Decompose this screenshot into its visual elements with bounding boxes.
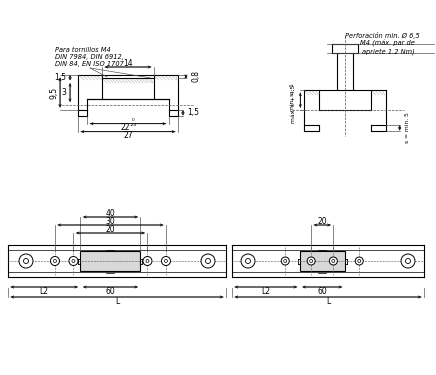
Bar [81,251,140,271]
Text: 0,8: 0,8 [192,70,201,82]
Text: 40: 40 [106,209,116,218]
Text: 20: 20 [317,216,327,225]
Text: L: L [115,297,119,306]
Circle shape [69,256,78,265]
Circle shape [329,257,337,265]
Circle shape [358,260,361,262]
Circle shape [72,260,75,262]
Circle shape [355,257,363,265]
Circle shape [54,260,56,262]
Text: 60: 60 [317,288,327,297]
Text: 9,5: 9,5 [50,87,58,99]
Text: min. s - 1: min. s - 1 [290,83,295,111]
Text: 30: 30 [106,216,116,225]
Circle shape [146,260,149,262]
Text: 60: 60 [106,288,116,297]
Text: 0
-24: 0 -24 [129,118,136,127]
Circle shape [284,260,287,262]
Text: 22: 22 [120,123,130,132]
Bar [300,251,345,271]
Text: Para tornillos M4
DIN 7984, DIN 6912,
DIN 84, EN ISO 1707: Para tornillos M4 DIN 7984, DIN 6912, DI… [55,47,124,67]
Text: s = min. 5: s = min. 5 [405,112,410,143]
Circle shape [164,260,167,262]
Text: M4 (máx. par de
apriete 1.2 Nm): M4 (máx. par de apriete 1.2 Nm) [360,40,415,55]
Text: 20: 20 [106,225,115,234]
Text: L2: L2 [261,288,270,297]
Circle shape [307,257,315,265]
Circle shape [245,258,251,264]
Text: L: L [326,297,330,306]
Text: 14: 14 [123,58,133,68]
Circle shape [405,258,411,264]
Circle shape [310,260,313,262]
Circle shape [161,256,170,265]
Circle shape [143,256,152,265]
Text: L2: L2 [40,288,49,297]
Circle shape [332,260,335,262]
Text: Perforación min. Ø 6,5: Perforación min. Ø 6,5 [345,32,420,39]
Circle shape [24,258,28,264]
Circle shape [281,257,289,265]
Circle shape [51,256,59,265]
Text: 27: 27 [123,131,133,140]
Circle shape [19,254,33,268]
Circle shape [205,258,211,264]
Circle shape [241,254,255,268]
Text: 3: 3 [61,88,66,97]
Circle shape [201,254,215,268]
Text: 1,5: 1,5 [54,73,66,82]
Text: máx. s + 4,5: máx. s + 4,5 [290,85,295,123]
Text: 1,5: 1,5 [187,108,199,117]
Circle shape [401,254,415,268]
